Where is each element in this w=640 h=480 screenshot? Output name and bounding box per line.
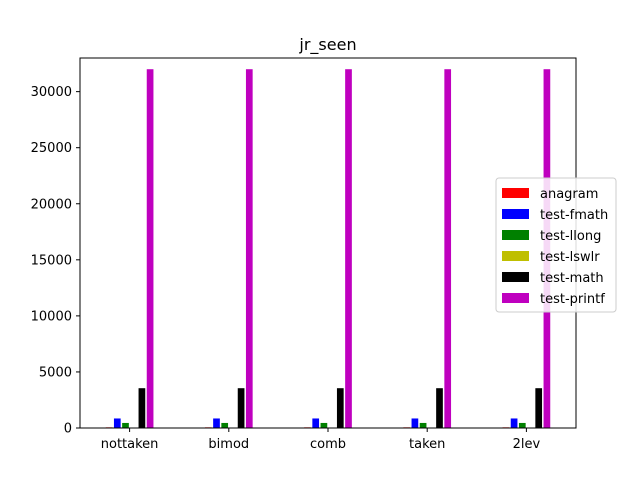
legend-swatch-anagram bbox=[502, 188, 529, 198]
y-tick-label: 30000 bbox=[31, 85, 72, 100]
x-tick-label: 2lev bbox=[513, 437, 541, 452]
chart-title: jr_seen bbox=[298, 35, 356, 55]
bar-test-printf-comb bbox=[345, 69, 352, 429]
bar-test-printf-nottaken bbox=[146, 69, 154, 429]
legend-swatch-test-fmath bbox=[502, 209, 529, 219]
legend: anagram test-fmath test-llong test-lswlr tes… bbox=[495, 177, 617, 313]
bar-test-llong-comb bbox=[320, 422, 328, 428]
bar-test-math-comb bbox=[336, 388, 344, 428]
legend-swatch-test-lswlr bbox=[502, 251, 529, 261]
y-tick-label: 20000 bbox=[31, 197, 72, 212]
legend-label-test-fmath: test-fmath bbox=[540, 208, 608, 223]
bar-test-fmath-comb bbox=[312, 418, 320, 428]
legend-label-test-math: test-math bbox=[540, 271, 604, 286]
legend-swatch-test-math bbox=[502, 272, 529, 282]
bar-test-math-bimod bbox=[237, 388, 245, 428]
bar-test-fmath-nottaken bbox=[113, 418, 121, 428]
y-tick-label: 15000 bbox=[31, 253, 72, 268]
x-axis: nottaken bimod comb taken 2lev bbox=[101, 428, 541, 452]
bar-test-math-taken bbox=[436, 388, 443, 428]
bar-test-fmath-taken bbox=[411, 418, 419, 428]
y-tick-label: 0 bbox=[64, 422, 72, 437]
x-tick-label: nottaken bbox=[101, 437, 159, 452]
bar-test-fmath-bimod bbox=[213, 418, 220, 428]
x-tick-label: bimod bbox=[208, 437, 249, 452]
legend-label-test-llong: test-llong bbox=[540, 229, 601, 244]
legend-label-test-lswlr: test-lswlr bbox=[540, 250, 600, 265]
bar-test-printf-bimod bbox=[245, 69, 253, 429]
x-tick-label: taken bbox=[409, 437, 445, 452]
bar-test-fmath-2lev bbox=[510, 418, 518, 428]
y-tick-label: 10000 bbox=[31, 309, 72, 324]
bars-layer bbox=[105, 69, 551, 429]
bar-test-llong-2lev bbox=[518, 422, 526, 428]
y-tick-label: 5000 bbox=[39, 365, 72, 380]
x-tick-label: comb bbox=[310, 437, 346, 452]
bar-test-llong-taken bbox=[419, 422, 427, 428]
legend-swatch-test-printf bbox=[502, 293, 529, 303]
bar-test-printf-taken bbox=[444, 69, 452, 429]
legend-label-test-printf: test-printf bbox=[540, 292, 605, 307]
legend-swatch-test-llong bbox=[502, 230, 529, 240]
legend-label-anagram: anagram bbox=[540, 187, 598, 202]
bar-test-llong-bimod bbox=[221, 422, 229, 428]
bar-test-math-nottaken bbox=[138, 388, 146, 428]
y-axis: 0 5000 10000 15000 20000 25000 30000 bbox=[31, 85, 80, 437]
bar-test-math-2lev bbox=[535, 388, 543, 428]
bar-test-llong-nottaken bbox=[122, 422, 129, 428]
y-tick-label: 25000 bbox=[31, 141, 72, 156]
